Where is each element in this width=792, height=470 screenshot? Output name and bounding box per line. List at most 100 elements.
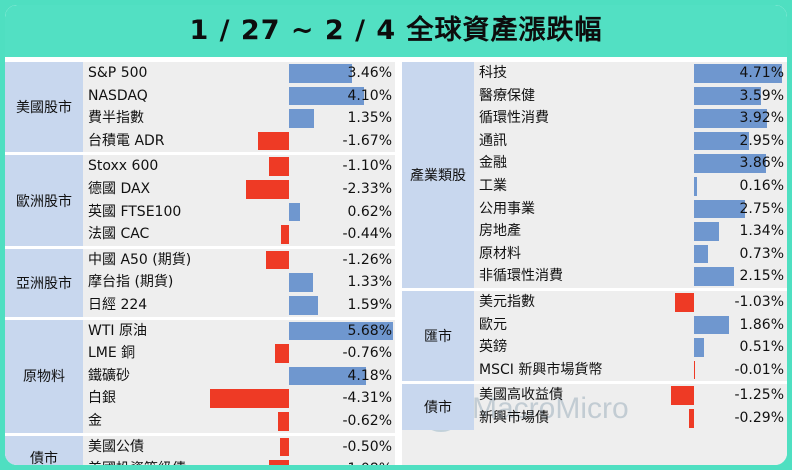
- row-label: WTI 原油: [88, 322, 147, 339]
- bar-positive: [694, 131, 750, 151]
- row-label: 房地產: [479, 223, 521, 240]
- row-label: 白銀: [88, 390, 116, 407]
- bar-positive: [289, 109, 314, 128]
- value-label: 0.51%: [739, 339, 784, 356]
- group-label: 歐洲股市: [5, 155, 83, 246]
- bar-negative: [277, 412, 289, 431]
- bar-positive: [694, 315, 729, 335]
- row-label: 醫療保健: [479, 87, 535, 104]
- bar-positive: [289, 202, 301, 222]
- bar-negative: [280, 225, 289, 244]
- row-label: Stoxx 600: [88, 158, 159, 175]
- bar-positive: [694, 338, 704, 357]
- bar-positive: [289, 366, 366, 386]
- bar-negative: [210, 389, 289, 408]
- row-label: 歐元: [479, 316, 507, 333]
- chart-frame: 1 / 27 ~ 2 / 4 全球資產漲跌幅 MacroMicro 美國股市 S&…: [5, 5, 787, 465]
- row-label: 美國公債: [88, 438, 144, 455]
- row-label: 美國投資等級債: [88, 458, 186, 465]
- value-label: 1.33%: [347, 274, 392, 291]
- value-label: 4.71%: [739, 65, 784, 81]
- bar-positive: [694, 244, 708, 264]
- bar-negative: [258, 131, 289, 151]
- bar-negative: [693, 360, 696, 380]
- bar-negative: [265, 250, 289, 270]
- bar-negative: [279, 437, 289, 457]
- row-label: 科技: [479, 65, 507, 81]
- value-label: -1.10%: [342, 158, 392, 175]
- group-label: 原物料: [5, 319, 83, 433]
- group-separator: [402, 288, 787, 291]
- value-label: -1.25%: [734, 387, 784, 404]
- group-label: 債市: [402, 384, 474, 430]
- group-separator: [5, 152, 395, 156]
- bar-negative: [268, 157, 289, 176]
- bar-positive: [289, 273, 314, 292]
- group-label: 產業類股: [402, 62, 474, 288]
- bar-negative: [670, 386, 694, 405]
- bar-positive: [694, 267, 735, 286]
- bar-negative: [269, 460, 289, 465]
- bar-positive: [694, 86, 762, 106]
- value-label: 3.59%: [739, 87, 784, 104]
- value-label: 1.34%: [739, 223, 784, 240]
- group-separator: [5, 432, 395, 436]
- value-label: 2.15%: [739, 268, 784, 285]
- value-label: -1.03%: [734, 294, 784, 310]
- value-label: 3.92%: [739, 110, 784, 127]
- group-label: 匯市: [402, 291, 474, 382]
- group-label: 亞洲股市: [5, 248, 83, 317]
- row-label: 非循環性消費: [479, 268, 563, 285]
- row-label: 工業: [479, 178, 507, 194]
- value-label: 0.73%: [739, 245, 784, 262]
- bar-positive: [694, 222, 720, 241]
- bar-negative: [674, 293, 694, 312]
- bar-positive: [694, 154, 767, 173]
- row-label: MSCI 新興市場貨幣: [479, 361, 603, 378]
- row-label: 新興市場債: [479, 410, 549, 426]
- row-label: NASDAQ: [88, 87, 148, 104]
- value-label: 5.68%: [347, 322, 392, 339]
- value-label: 2.95%: [739, 132, 784, 149]
- row-label: 英鎊: [479, 339, 507, 356]
- row-label: 費半指數: [88, 110, 144, 127]
- row-label: 公用事業: [479, 200, 535, 217]
- value-label: -1.08%: [322, 458, 392, 465]
- bar-negative: [688, 409, 694, 428]
- value-label: 0.16%: [739, 178, 784, 194]
- value-label: 1.35%: [347, 110, 392, 127]
- value-label: -1.26%: [342, 251, 392, 268]
- value-label: 0.62%: [347, 203, 392, 220]
- value-label: 4.10%: [347, 87, 392, 104]
- value-label: -0.62%: [342, 413, 392, 429]
- value-label: -0.50%: [342, 438, 392, 455]
- value-label: 1.86%: [739, 316, 784, 333]
- row-label: 循環性消費: [479, 110, 549, 127]
- value-label: -0.76%: [342, 345, 392, 362]
- value-label: 1.59%: [347, 297, 392, 313]
- chart-title: 1 / 27 ~ 2 / 4 全球資產漲跌幅: [189, 15, 603, 46]
- value-label: 4.18%: [347, 367, 392, 384]
- value-label: 3.86%: [739, 155, 784, 172]
- bar-positive: [289, 296, 319, 315]
- bar-negative: [246, 180, 289, 199]
- row-label: 原材料: [479, 245, 521, 262]
- group-separator: [402, 381, 787, 385]
- row-label: 金融: [479, 155, 507, 172]
- row-label: 中國 A50 (期貨): [88, 251, 192, 268]
- group-label: 債市: [5, 435, 83, 465]
- bar-negative: [275, 344, 289, 363]
- row-label: 日經 224: [88, 297, 148, 313]
- title-bar: 1 / 27 ~ 2 / 4 全球資產漲跌幅: [5, 5, 787, 57]
- group-separator: [5, 316, 395, 320]
- row-label: 美元指數: [479, 294, 535, 310]
- bar-positive: [289, 64, 353, 83]
- group-label: 美國股市: [5, 62, 83, 153]
- row-label: 英國 FTSE100: [88, 203, 182, 220]
- value-label: -4.31%: [342, 390, 392, 407]
- row-label: LME 銅: [88, 345, 136, 362]
- value-label: 3.46%: [347, 65, 392, 81]
- bar-positive: [694, 64, 782, 83]
- value-label: -2.33%: [342, 181, 392, 197]
- bar-positive: [694, 109, 768, 128]
